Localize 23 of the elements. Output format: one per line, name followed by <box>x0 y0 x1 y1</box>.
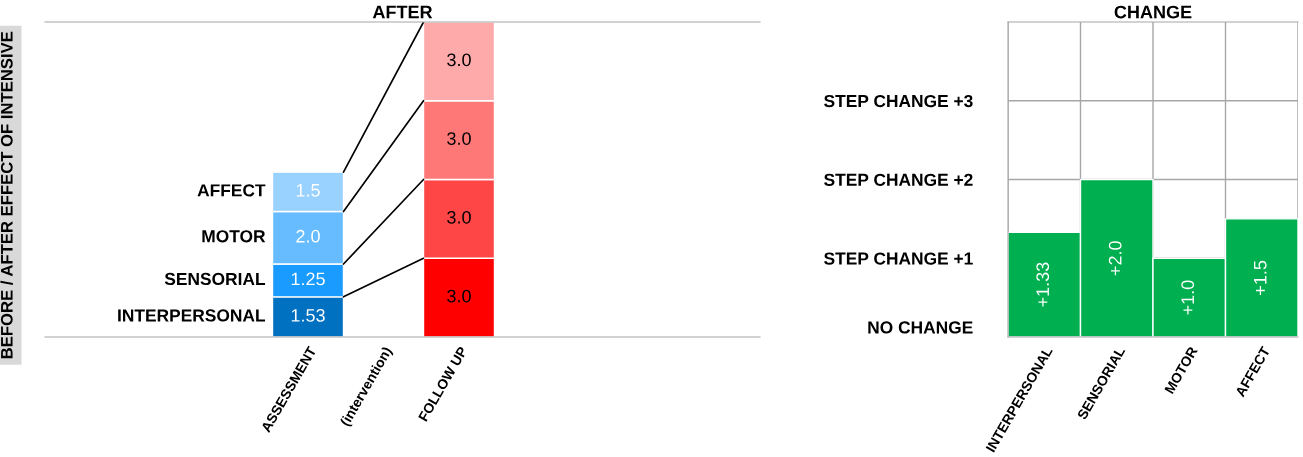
chart-title: CHANGE <box>1114 5 1192 19</box>
chart-title: AFTER <box>372 5 433 19</box>
series-label: SENSORIAL <box>164 272 266 286</box>
series-label: AFFECT <box>197 184 266 197</box>
series-label: MOTOR <box>202 230 266 243</box>
y-tick-label: STEP CHANGE +2 <box>824 173 973 186</box>
data-label: +1.5 <box>1254 260 1267 295</box>
data-label: +1.0 <box>1181 280 1195 315</box>
data-label: +2.0 <box>1108 241 1122 276</box>
data-label: 2.0 <box>296 229 320 243</box>
y-tick-label: STEP CHANGE +1 <box>824 252 973 265</box>
series-label: INTERPERSONAL <box>118 309 266 322</box>
y-tick-label: NO CHANGE <box>868 321 973 334</box>
y-tick-label: STEP CHANGE +3 <box>824 94 973 108</box>
data-label: 1.5 <box>296 184 320 197</box>
data-label: 1.25 <box>291 272 325 286</box>
data-label: 3.0 <box>447 289 471 303</box>
data-label: 3.0 <box>447 53 471 67</box>
y-axis-title: BEFORE / AFTER EFFECT OF INTENSIVE <box>0 31 13 359</box>
data-label: +1.33 <box>1036 262 1050 307</box>
data-label: 1.53 <box>291 308 325 322</box>
data-label: 3.0 <box>447 132 471 145</box>
data-label: 3.0 <box>447 210 471 224</box>
